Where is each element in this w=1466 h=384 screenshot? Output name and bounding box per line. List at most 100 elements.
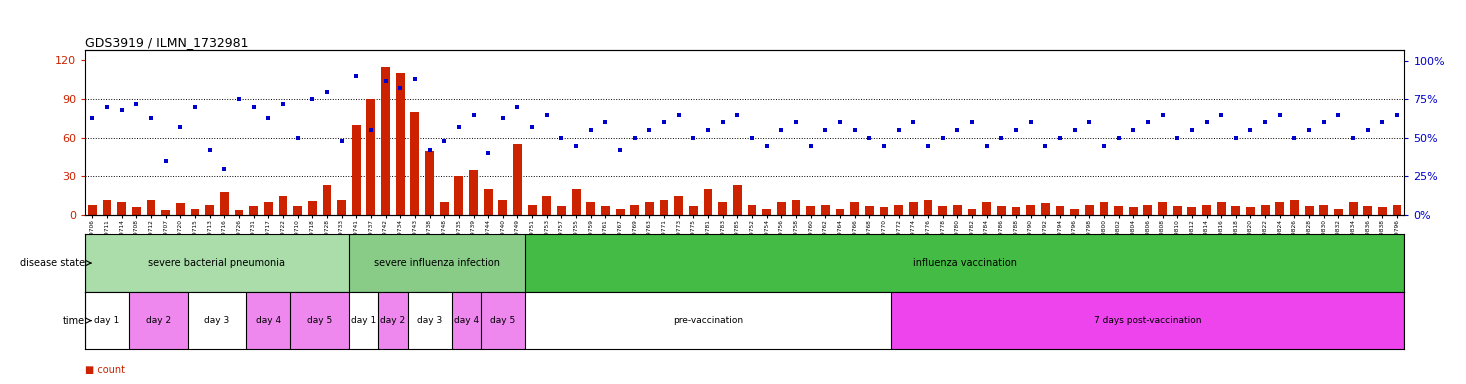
Bar (1261, 205, 1270, 215)
Point (828, 119, 852, 126)
Bar (718, 202, 727, 215)
Point (286, 135, 309, 141)
Point (1136, 119, 1160, 126)
Bar (425, 151, 434, 215)
Point (1371, 119, 1394, 126)
Bar (381, 67, 390, 215)
Bar (1334, 209, 1343, 215)
Point (520, 124, 544, 130)
Point (403, 76, 427, 82)
Point (990, 135, 1013, 141)
Point (931, 135, 954, 141)
Bar (850, 202, 859, 215)
Point (638, 127, 661, 133)
Point (388, 85, 412, 91)
Bar (674, 196, 683, 215)
Bar (1319, 205, 1328, 215)
Bar (1349, 202, 1358, 215)
Point (242, 104, 265, 110)
Point (946, 127, 969, 133)
Bar (246, 292, 290, 349)
Bar (349, 234, 525, 292)
Point (1165, 135, 1189, 141)
Bar (924, 200, 932, 215)
Bar (85, 292, 129, 349)
Bar (1114, 206, 1123, 215)
Point (564, 142, 588, 149)
Point (1385, 112, 1409, 118)
Point (198, 147, 221, 153)
Point (154, 158, 177, 164)
Text: severe bacterial pneumonia: severe bacterial pneumonia (148, 258, 286, 268)
Text: day 2: day 2 (380, 316, 406, 325)
Bar (689, 206, 698, 215)
Point (271, 101, 295, 107)
Point (1048, 135, 1072, 141)
Bar (586, 202, 595, 215)
Bar (880, 207, 888, 215)
Point (418, 147, 441, 153)
Point (623, 135, 647, 141)
Point (1151, 112, 1174, 118)
Point (711, 119, 734, 126)
Point (1107, 135, 1130, 141)
Bar (894, 205, 903, 215)
Bar (1217, 202, 1226, 215)
Point (1063, 127, 1086, 133)
Point (169, 124, 192, 130)
Bar (352, 125, 361, 215)
Point (535, 112, 559, 118)
Point (227, 96, 251, 103)
Point (213, 166, 236, 172)
Point (1253, 119, 1277, 126)
Point (1180, 127, 1204, 133)
Bar (748, 205, 756, 215)
Point (594, 119, 617, 126)
Bar (264, 202, 273, 215)
Point (447, 124, 471, 130)
Bar (88, 205, 97, 215)
Point (960, 119, 984, 126)
Bar (1070, 209, 1079, 215)
Bar (601, 206, 610, 215)
Bar (982, 202, 991, 215)
Point (1268, 112, 1292, 118)
Point (1283, 135, 1306, 141)
Bar (366, 99, 375, 215)
Bar (440, 202, 449, 215)
Bar (1246, 207, 1255, 215)
Bar (525, 292, 891, 349)
Bar (557, 206, 566, 215)
Bar (1173, 206, 1182, 215)
Point (1121, 127, 1145, 133)
Point (916, 142, 940, 149)
Text: day 1: day 1 (350, 316, 377, 325)
Point (315, 89, 339, 95)
Point (125, 101, 148, 107)
Bar (777, 202, 786, 215)
Bar (1202, 205, 1211, 215)
Point (858, 135, 881, 141)
Bar (1231, 206, 1240, 215)
Point (975, 142, 998, 149)
Bar (762, 209, 771, 215)
Text: influenza vaccination: influenza vaccination (913, 258, 1016, 268)
Bar (792, 200, 800, 215)
Point (1195, 119, 1218, 126)
Point (476, 150, 500, 156)
Bar (1085, 205, 1094, 215)
Bar (733, 185, 742, 215)
Bar (188, 292, 246, 349)
Bar (469, 170, 478, 215)
Point (1034, 142, 1057, 149)
Bar (1275, 202, 1284, 215)
Text: GDS3919 / ILMN_1732981: GDS3919 / ILMN_1732981 (85, 36, 249, 49)
Point (770, 127, 793, 133)
Bar (293, 206, 302, 215)
Point (726, 112, 749, 118)
Bar (161, 210, 170, 215)
Bar (1056, 206, 1064, 215)
Bar (129, 292, 188, 349)
Bar (821, 205, 830, 215)
Bar (454, 176, 463, 215)
